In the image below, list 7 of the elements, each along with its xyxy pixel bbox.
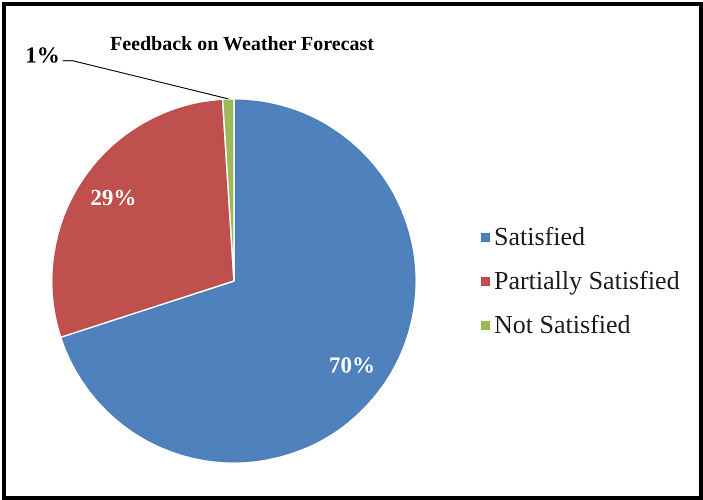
chart-title: Feedback on Weather Forecast	[110, 33, 374, 55]
data-label: 70%	[328, 352, 375, 378]
data-label: 29%	[90, 184, 136, 210]
data-label: 1%	[25, 42, 60, 68]
legend-label: Partially Satisfied	[494, 265, 680, 297]
legend-label: Satisfied	[494, 221, 585, 253]
legend-label: Not Satisfied	[494, 309, 630, 341]
